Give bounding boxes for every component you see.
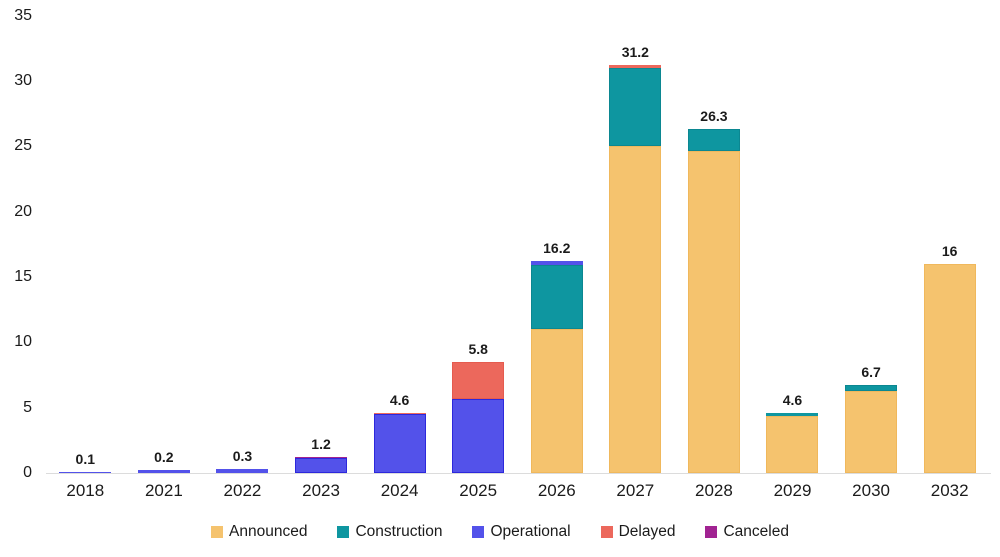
bar-slot-2024: 4.6 <box>360 0 439 473</box>
legend-swatch-canceled-icon <box>705 525 718 538</box>
bar-segment-announced <box>687 151 740 473</box>
x-axis-label-2025: 2025 <box>459 481 498 500</box>
bar-2028 <box>687 129 740 473</box>
bar-2032 <box>923 263 976 473</box>
legend-swatch-announced-icon <box>211 525 224 538</box>
legend-item-construction: Construction <box>337 524 442 540</box>
plot-area: 0.1 0.2 0.3 1.2 4.6 5.8 16.2 31.2 26.3 4.6 6.7 16 <box>46 0 989 473</box>
bar-value-label: 0.3 <box>232 448 253 465</box>
bar-segment-delayed <box>373 412 426 415</box>
bar-segment-construction <box>530 265 583 330</box>
bar-segment-delayed <box>609 65 662 68</box>
x-axis-label-2026: 2026 <box>537 481 576 500</box>
bar-segment-operational <box>137 470 190 473</box>
legend-item-delayed: Delayed <box>600 523 676 540</box>
x-axis-label-2023: 2023 <box>302 481 340 500</box>
legend-swatch-operational-icon <box>472 525 485 538</box>
bar-value-label: 4.6 <box>782 391 803 408</box>
x-axis-label-2021: 2021 <box>144 481 183 500</box>
bar-segment-operational <box>216 469 269 473</box>
legend-label: Delayed <box>618 523 676 540</box>
legend-item-announced: Announced <box>211 524 307 540</box>
bar-2030 <box>845 385 898 473</box>
y-axis-tick-label: 25 <box>14 137 32 155</box>
bar-slot-2022: 0.3 <box>203 0 282 473</box>
x-axis: 2018 2021 2022 2023 2024 2025 2026 2027 2028 2029… <box>46 481 989 501</box>
bar-segment-operational <box>530 261 583 266</box>
y-axis-tick-label: 5 <box>23 398 32 416</box>
bar-value-label: 1.2 <box>311 436 331 453</box>
legend-label: Canceled <box>723 523 789 540</box>
bar-segment-announced <box>609 146 662 473</box>
x-axis-label-2029: 2029 <box>773 481 812 500</box>
bar-segment-construction <box>845 385 898 391</box>
bar-2026 <box>530 261 583 473</box>
bar-segment-operational <box>373 414 426 473</box>
bar-slot-2027: 31.2 <box>596 0 675 473</box>
legend-swatch-delayed-icon <box>600 525 613 538</box>
y-axis-tick-label: 10 <box>14 333 32 351</box>
bar-segment-delayed <box>452 361 505 399</box>
x-axis-label-2032: 2032 <box>930 481 969 500</box>
bar-segment-announced <box>530 329 583 473</box>
bar-slot-2028: 26.3 <box>675 0 754 473</box>
legend-item-canceled: Canceled <box>705 524 789 540</box>
bar-segment-canceled <box>295 457 348 458</box>
bar-value-label: 4.6 <box>389 391 410 408</box>
bar-segment-construction <box>609 67 662 147</box>
bar-slot-2025: 5.8 <box>439 0 518 473</box>
bar-2022 <box>216 469 269 473</box>
y-axis-tick-label: 0 <box>23 464 32 481</box>
bar-slot-2032: 16 <box>910 0 989 473</box>
legend-label: Construction <box>355 523 443 540</box>
y-axis-tick-label: 20 <box>14 202 32 220</box>
bar-slot-2023: 1.2 <box>282 0 361 473</box>
bar-value-label: 16 <box>941 242 958 259</box>
bar-2018 <box>59 471 112 473</box>
bar-segment-announced <box>923 263 976 473</box>
legend-item-operational: Operational <box>472 523 571 540</box>
bar-2025 <box>452 361 505 473</box>
bar-segment-construction <box>766 412 819 416</box>
legend-label: Announced <box>229 523 308 540</box>
y-axis-tick-label: 30 <box>14 71 32 89</box>
bar-2029 <box>766 412 819 473</box>
bar-slot-2030: 6.7 <box>832 0 911 473</box>
bar-value-label: 16.2 <box>543 240 571 257</box>
bar-segment-operational <box>295 457 348 473</box>
x-axis-label-2028: 2028 <box>695 481 733 500</box>
bar-slot-2026: 16.2 <box>517 0 596 473</box>
bar-2021 <box>137 470 190 473</box>
x-axis-label-2030: 2030 <box>852 481 890 500</box>
legend-label: Operational <box>490 523 571 540</box>
bar-value-label: 5.8 <box>468 340 488 357</box>
x-axis-line <box>46 473 991 474</box>
bar-segment-operational <box>59 471 112 473</box>
bar-segment-operational <box>452 398 505 473</box>
bar-segment-construction <box>687 129 740 152</box>
bar-segment-announced <box>845 390 898 473</box>
bar-value-label: 0.2 <box>154 449 174 466</box>
bar-value-label: 0.1 <box>75 450 96 467</box>
bar-value-label: 6.7 <box>861 364 881 381</box>
legend-swatch-construction-icon <box>337 525 350 538</box>
bar-segment-announced <box>766 415 819 473</box>
bar-slot-2029: 4.6 <box>753 0 832 473</box>
x-axis-label-2027: 2027 <box>616 481 655 500</box>
x-axis-label-2018: 2018 <box>66 481 105 500</box>
y-axis-tick-label: 35 <box>14 6 32 24</box>
bar-value-label: 26.3 <box>700 108 728 125</box>
bar-2024 <box>373 412 426 473</box>
bar-slot-2021: 0.2 <box>125 0 204 473</box>
x-axis-label-2024: 2024 <box>380 481 419 500</box>
bar-2027 <box>609 65 662 473</box>
bar-value-label: 31.2 <box>621 44 649 61</box>
x-axis-label-2022: 2022 <box>223 481 262 500</box>
y-axis-tick-label: 15 <box>14 267 32 285</box>
legend: Announced Construction Operational Delayed C… <box>0 524 1000 540</box>
bar-slot-2018: 0.1 <box>46 0 125 473</box>
bar-2023 <box>295 457 348 473</box>
